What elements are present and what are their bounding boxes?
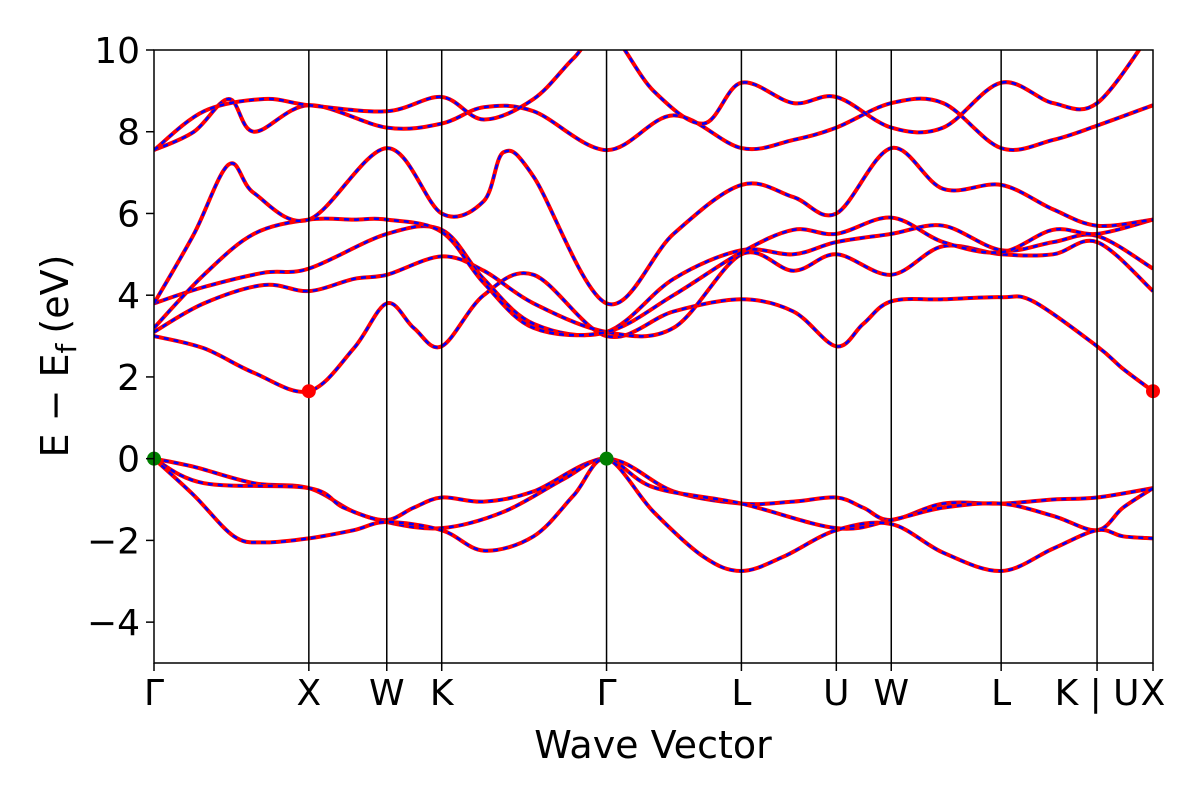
- band-edge-markers: [147, 384, 1160, 466]
- band-line-overlay-9: [154, 97, 1153, 152]
- band-line-2: [154, 456, 1153, 533]
- band-lines: [154, 50, 1153, 574]
- x-tick-label-1: Γ: [144, 673, 164, 714]
- y-tick-label-4: 2: [117, 358, 140, 399]
- band-edge-marker-1: [301, 384, 316, 399]
- band-line-7: [154, 215, 1153, 338]
- band-line-8: [154, 146, 1153, 307]
- band-line-3: [154, 456, 1153, 574]
- band-line-overlay-8: [154, 146, 1153, 306]
- y-tick-label-7: 8: [117, 113, 140, 154]
- y-tick-label-2: −2: [87, 521, 140, 562]
- band-line-overlay-10: [154, 50, 1141, 152]
- y-tick-label-3: 0: [117, 440, 140, 481]
- y-axis-title-unit: (eV): [33, 255, 77, 334]
- x-tick-label-7: U: [823, 673, 849, 714]
- y-tick-label-1: −4: [87, 603, 140, 644]
- x-axis-title: Wave Vector: [534, 723, 772, 767]
- y-tick-label-5: 4: [117, 276, 140, 317]
- band-line-overlay-3: [154, 457, 1153, 573]
- x-tick-label-2: X: [297, 673, 322, 714]
- band-line-overlay-2: [154, 457, 1153, 532]
- x-tick-label-10: K | U: [1055, 673, 1140, 714]
- y-axis-title: E − Ef (eV): [33, 255, 83, 458]
- x-tick-label-6: L: [731, 673, 751, 714]
- x-tick-label-11: X: [1141, 673, 1166, 714]
- x-tick-label-5: Γ: [597, 673, 617, 714]
- y-tick-label-6: 6: [117, 194, 140, 235]
- x-tick-label-3: W: [369, 673, 405, 714]
- kpoint-lines: [308, 50, 1098, 663]
- x-tick-label-9: L: [991, 673, 1011, 714]
- x-tick-label-4: K: [430, 673, 455, 714]
- band-line-10: [154, 50, 1142, 152]
- band-edge-marker-4: [599, 451, 614, 466]
- y-axis-title-main: E − E: [33, 353, 77, 457]
- y-axis-ticks: −4 −2 0 2 4 6 8 10: [87, 31, 154, 644]
- y-tick-label-8: 10: [94, 31, 140, 72]
- band-line-overlay-6: [154, 223, 1153, 337]
- x-tick-label-8: W: [873, 673, 909, 714]
- y-axis-title-sub: f: [50, 342, 83, 353]
- band-line-overlay-4: [154, 271, 1153, 394]
- band-line-overlay-7: [154, 216, 1153, 337]
- plot-frame: [153, 49, 1154, 664]
